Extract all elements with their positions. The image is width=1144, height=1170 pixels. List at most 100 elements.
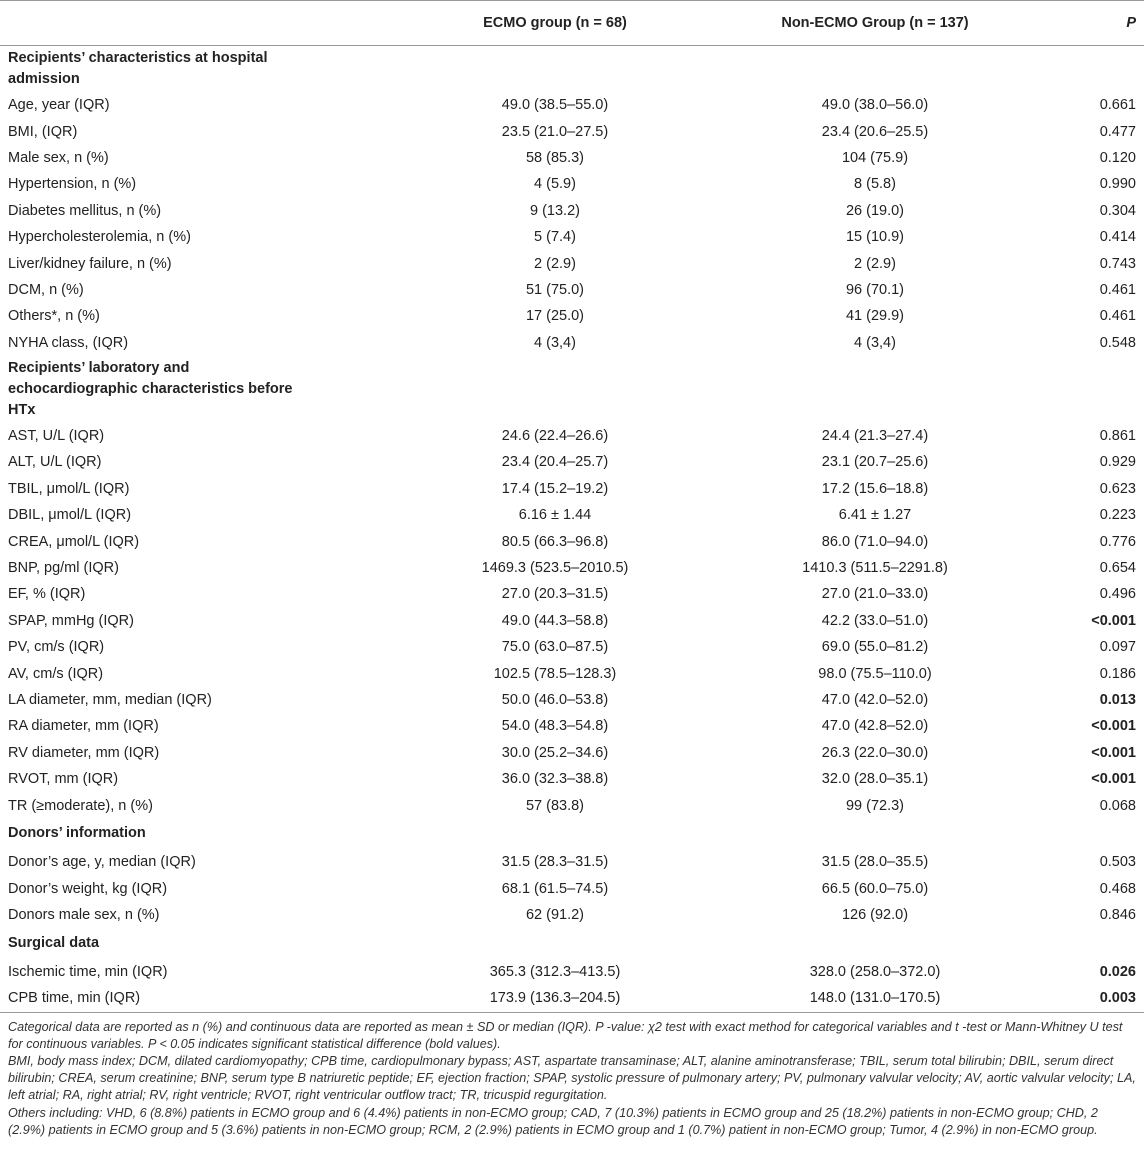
cell: <0.001 [1091, 744, 1136, 761]
data-row: EF, % (IQR) 27.0 (20.3–31.5) 27.0 (21.0–33… [0, 581, 1144, 607]
data-row: Male sex, n (%) 58 (85.3) 104 (75.9) 0.120 [0, 145, 1144, 171]
data-row: Hypertension, n (%) 4 (5.9) 8 (5.8) 0.990 [0, 171, 1144, 197]
cell: 0.003 [1025, 985, 1144, 1013]
cell: 102.5 (78.5–128.3) [493, 665, 617, 682]
row-label: Hypercholesterolemia, n (%) [8, 229, 191, 246]
data-row: RV diameter, mm (IQR) 30.0 (25.2–34.6) 26.… [0, 740, 1144, 766]
data-row: Liver/kidney failure, n (%) 2 (2.9) 2 (2.9… [0, 250, 1144, 276]
data-row: CPB time, min (IQR) 173.9 (136.3–204.5) 14… [0, 985, 1144, 1013]
header-cell: ECMO group (n = 68) [385, 0, 725, 46]
cell: 47.0 (42.0–52.0) [821, 692, 929, 708]
data-row: LA diameter, mm, median (IQR) 50.0 (46.0–… [0, 687, 1144, 713]
cell: 173.9 (136.3–204.5) [385, 985, 725, 1013]
cell: 80.5 (66.3–96.8) [501, 533, 609, 550]
cell: 328.0 (258.0–372.0) [809, 963, 941, 980]
data-row: Donor’s age, y, median (IQR) 31.5 (28.3–3… [0, 849, 1144, 875]
cell: 51 (75.0) [525, 281, 585, 298]
data-row: Others*, n (%) 17 (25.0) 41 (29.9) 0.461 [0, 303, 1144, 329]
cell: 31.5 (28.3–31.5) [501, 854, 609, 871]
table-container: ECMO group (n = 68) Non-ECMO Group (n = … [0, 0, 1144, 1137]
section-cell: Recipients’ characteristics at hospital … [0, 46, 1144, 93]
cell: 4 (3,4) [854, 334, 896, 351]
cell: 148.0 (131.0–170.5) [725, 985, 1025, 1013]
section-title: Recipients’ laboratory and echocardiogra… [8, 359, 293, 418]
cell: 1410.3 (511.5–2291.8) [802, 560, 948, 577]
row-label: BNP, pg/ml (IQR) [8, 560, 119, 577]
footnote: BMI, body mass index; DCM, dilated cardi… [8, 1053, 1136, 1103]
cell: 26 (19.0) [845, 202, 905, 219]
cell: 54.0 (48.3–54.8) [501, 718, 609, 735]
cell: 4 (5.9) [534, 176, 576, 193]
cell: 0.496 [1099, 586, 1136, 603]
data-row: Diabetes mellitus, n (%) 9 (13.2) 26 (19.0… [0, 198, 1144, 224]
cell: 0.186 [1099, 665, 1136, 682]
cell: <0.001 [1091, 612, 1136, 629]
cell: 32.0 (28.0–35.1) [821, 771, 929, 788]
cell: 2 (2.9) [854, 255, 896, 272]
cell: 23.5 (21.0–27.5) [501, 123, 609, 140]
section-row: Recipients’ characteristics at hospital … [0, 46, 1144, 93]
section-title: Surgical data [8, 935, 100, 952]
row-label: Liver/kidney failure, n (%) [8, 255, 172, 272]
cell: 23.1 (20.7–25.6) [821, 454, 929, 471]
cell: 4 (3,4) [534, 334, 576, 351]
cell: 24.4 (21.3–27.4) [821, 428, 929, 445]
cell: 2 (2.9) [534, 255, 576, 272]
row-label: Male sex, n (%) [8, 149, 109, 166]
data-row: PV, cm/s (IQR) 75.0 (63.0–87.5) 69.0 (55.0… [0, 634, 1144, 660]
row-label: CPB time, min (IQR) [0, 985, 385, 1013]
data-row: AST, U/L (IQR) 24.6 (22.4–26.6) 24.4 (21.3… [0, 423, 1144, 449]
header-row: ECMO group (n = 68) Non-ECMO Group (n = … [0, 0, 1144, 46]
row-label: Donor’s weight, kg (IQR) [8, 880, 168, 897]
cell: 104 (75.9) [841, 149, 909, 166]
cell: 0.990 [1099, 176, 1136, 193]
data-row: TBIL, μmol/L (IQR) 17.4 (15.2–19.2) 17.2 (… [0, 476, 1144, 502]
cell: 0.661 [1099, 97, 1136, 114]
row-label: EF, % (IQR) [8, 586, 86, 603]
cell: 86.0 (71.0–94.0) [821, 533, 929, 550]
cell: 126 (92.0) [841, 907, 909, 924]
row-label: AST, U/L (IQR) [8, 428, 105, 445]
table-body: Recipients’ characteristics at hospital … [0, 46, 1144, 1013]
cell: 5 (7.4) [534, 229, 576, 246]
data-row: BMI, (IQR) 23.5 (21.0–27.5) 23.4 (20.6–25.… [0, 118, 1144, 144]
cell: 57 (83.8) [525, 797, 585, 814]
data-row: ALT, U/L (IQR) 23.4 (20.4–25.7) 23.1 (20.7… [0, 449, 1144, 475]
cell: 96 (70.1) [845, 281, 905, 298]
cell: 0.861 [1099, 428, 1136, 445]
row-label: TR (≥moderate), n (%) [8, 797, 153, 814]
cell: 98.0 (75.5–110.0) [818, 665, 932, 682]
row-label: AV, cm/s (IQR) [8, 665, 104, 682]
data-row: RVOT, mm (IQR) 36.0 (32.3–38.8) 32.0 (28.0… [0, 766, 1144, 792]
cell: 66.5 (60.0–75.0) [821, 880, 929, 897]
row-label: RA diameter, mm (IQR) [8, 718, 159, 735]
row-label: Donor’s age, y, median (IQR) [8, 854, 196, 871]
cell: 0.068 [1099, 797, 1136, 814]
cell: 47.0 (42.8–52.0) [821, 718, 929, 735]
cell: 0.026 [1099, 963, 1136, 980]
cell: 58 (85.3) [525, 149, 585, 166]
cell: 36.0 (32.3–38.8) [501, 771, 609, 788]
cell: 9 (13.2) [530, 202, 580, 219]
cell: 17.4 (15.2–19.2) [501, 480, 609, 497]
data-row: RA diameter, mm (IQR) 54.0 (48.3–54.8) 47.… [0, 713, 1144, 739]
row-label: Hypertension, n (%) [8, 176, 137, 193]
cell: 8 (5.8) [854, 176, 896, 193]
data-row: Ischemic time, min (IQR) 365.3 (312.3–413… [0, 959, 1144, 985]
row-label: Diabetes mellitus, n (%) [8, 202, 162, 219]
cell: 0.503 [1099, 854, 1136, 871]
footnote: Others including: VHD, 6 (8.8%) patients… [8, 1105, 1098, 1137]
cell: 62 (91.2) [525, 907, 585, 924]
data-row: BNP, pg/ml (IQR) 1469.3 (523.5–2010.5) 141… [0, 555, 1144, 581]
cell: 69.0 (55.0–81.2) [821, 639, 929, 656]
cell: 0.013 [1099, 692, 1136, 708]
data-row: Donor’s weight, kg (IQR) 68.1 (61.5–74.5)… [0, 876, 1144, 902]
section-row: Recipients’ laboratory and echocardiogra… [0, 356, 1144, 423]
cell: 99 (72.3) [845, 797, 905, 814]
cell: 26.3 (22.0–30.0) [821, 744, 929, 761]
row-label: NYHA class, (IQR) [8, 334, 129, 351]
cell: 17 (25.0) [525, 308, 585, 325]
cell: 0.461 [1099, 281, 1136, 298]
data-row: DBIL, μmol/L (IQR) 6.16 ± 1.44 6.41 ± 1.27… [0, 502, 1144, 528]
row-label: DCM, n (%) [8, 281, 84, 298]
